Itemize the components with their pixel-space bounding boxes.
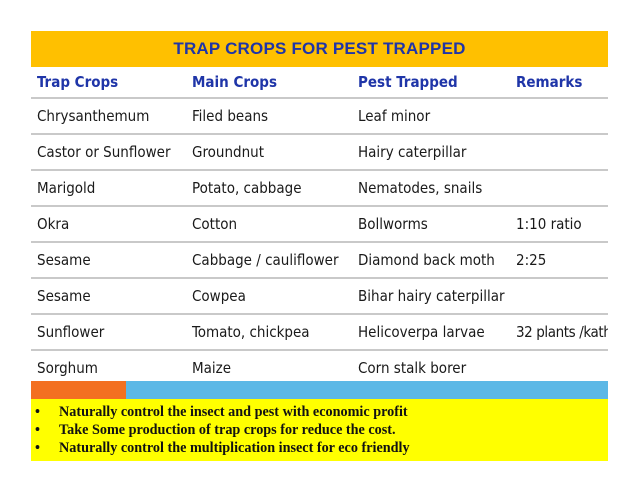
table-row: Sesame Cabbage / cauliflower Diamond bac… [31, 242, 608, 279]
cell-main-crop: Potato, cabbage [186, 170, 352, 207]
cell-main-crop: Filed beans [186, 98, 352, 135]
accent-stripe-diagonal [95, 381, 126, 399]
bullet-icon: • [35, 422, 40, 438]
header-pest-trapped: Pest Trapped [352, 67, 510, 99]
trap-crops-table: Trap Crops Main Crops Pest Trapped Remar… [31, 67, 608, 387]
table-row: Okra Cotton Bollworms 1:10 ratio [31, 206, 608, 243]
cell-pest: Bihar hairy caterpillar [352, 278, 510, 315]
table: Trap Crops Main Crops Pest Trapped Remar… [31, 67, 608, 387]
bullet-icon: • [35, 440, 40, 456]
cell-remarks: 1:10 ratio [510, 206, 608, 243]
notes-list: • Naturally control the insect and pest w… [31, 399, 608, 457]
list-item: • Naturally control the insect and pest w… [33, 403, 608, 421]
cell-trap-crop: Okra [31, 206, 186, 243]
cell-pest: Helicoverpa larvae [352, 314, 510, 351]
cell-trap-crop: Sesame [31, 242, 186, 279]
bullet-icon: • [35, 404, 40, 420]
cell-trap-crop: Sesame [31, 278, 186, 315]
cell-remarks: 2:25 [510, 242, 608, 279]
table-header-row: Trap Crops Main Crops Pest Trapped Remar… [31, 67, 608, 99]
cell-trap-crop: Chrysanthemum [31, 98, 186, 135]
table-row: Sesame Cowpea Bihar hairy caterpillar [31, 278, 608, 315]
header-remarks: Remarks [510, 67, 608, 99]
list-item: • Take Some production of trap crops for … [33, 421, 608, 439]
cell-trap-crop: Sunflower [31, 314, 186, 351]
cell-pest: Hairy caterpillar [352, 134, 510, 171]
cell-main-crop: Cabbage / cauliflower [186, 242, 352, 279]
cell-trap-crop: Sorghum [31, 350, 186, 387]
table-row: Sunflower Tomato, chickpea Helicoverpa l… [31, 314, 608, 351]
cell-remarks: 32 plants /katha [510, 314, 608, 351]
table-row: Castor or Sunflower Groundnut Hairy cate… [31, 134, 608, 171]
note-text: Naturally control the multiplication ins… [59, 440, 410, 456]
cell-pest: Leaf minor [352, 98, 510, 135]
cell-remarks [510, 134, 608, 171]
cell-remarks [510, 98, 608, 135]
cell-main-crop: Tomato, chickpea [186, 314, 352, 351]
title-bar: TRAP CROPS FOR PEST TRAPPED [31, 31, 608, 67]
table-row: Marigold Potato, cabbage Nematodes, snai… [31, 170, 608, 207]
list-item: • Naturally control the multiplication in… [33, 439, 608, 457]
cell-main-crop: Cotton [186, 206, 352, 243]
cell-pest: Bollworms [352, 206, 510, 243]
note-text: Take Some production of trap crops for r… [59, 422, 396, 438]
table-row: Chrysanthemum Filed beans Leaf minor [31, 98, 608, 135]
cell-remarks [510, 170, 608, 207]
slide-title: TRAP CROPS FOR PEST TRAPPED [173, 39, 466, 58]
cell-pest: Nematodes, snails [352, 170, 510, 207]
cell-pest: Diamond back moth [352, 242, 510, 279]
header-main-crops: Main Crops [186, 67, 352, 99]
note-text: Naturally control the insect and pest wi… [59, 404, 408, 420]
cell-main-crop: Cowpea [186, 278, 352, 315]
notes-panel: • Naturally control the insect and pest w… [31, 399, 608, 461]
cell-trap-crop: Marigold [31, 170, 186, 207]
accent-stripe-blue [126, 381, 608, 399]
header-trap-crops: Trap Crops [31, 67, 186, 99]
cell-main-crop: Groundnut [186, 134, 352, 171]
cell-remarks [510, 278, 608, 315]
cell-trap-crop: Castor or Sunflower [31, 134, 186, 171]
